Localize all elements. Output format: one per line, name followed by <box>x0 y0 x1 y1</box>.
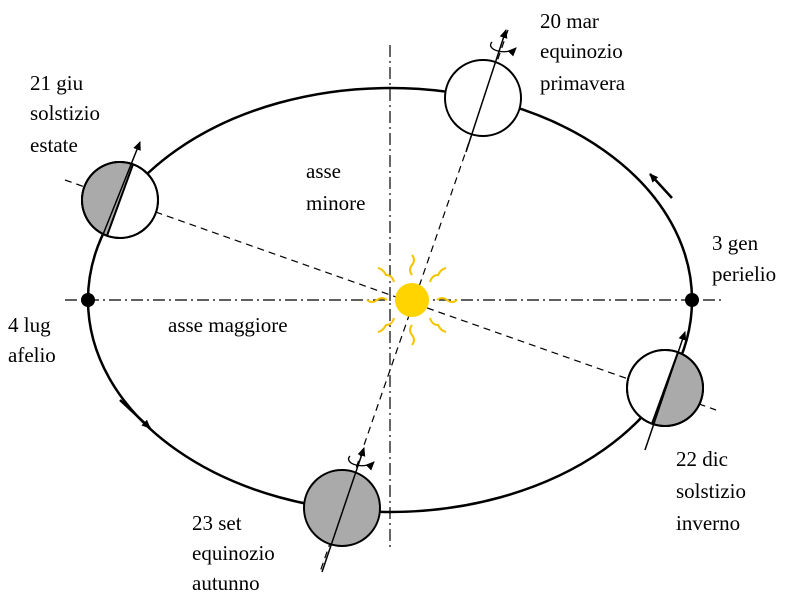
label: afelio <box>8 343 56 367</box>
orbit-diagram: 20 mar equinozio primavera 21 giu solsti… <box>0 0 794 596</box>
label: minore <box>306 191 365 215</box>
label: equinozio <box>192 541 275 565</box>
label: 23 set <box>192 511 242 535</box>
label: solstizio <box>676 479 746 503</box>
label: 21 giu <box>30 71 84 95</box>
sun <box>395 283 429 317</box>
label: equinozio <box>540 39 623 63</box>
label: solstizio <box>30 101 100 125</box>
perihelion-point <box>685 293 699 307</box>
label: asse maggiore <box>168 313 288 337</box>
aphelion-point <box>81 293 95 307</box>
label: primavera <box>540 71 626 95</box>
label: 4 lug <box>8 313 51 337</box>
earth-autumn <box>304 470 380 546</box>
label: 20 mar <box>540 9 599 33</box>
label: asse <box>306 159 341 183</box>
orbit-arrow <box>120 400 150 428</box>
label: estate <box>30 133 78 157</box>
label: perielio <box>712 262 776 286</box>
label: 22 dic <box>676 447 728 471</box>
label: 3 gen <box>712 231 759 255</box>
label: autunno <box>192 571 260 595</box>
label: inverno <box>676 511 740 535</box>
